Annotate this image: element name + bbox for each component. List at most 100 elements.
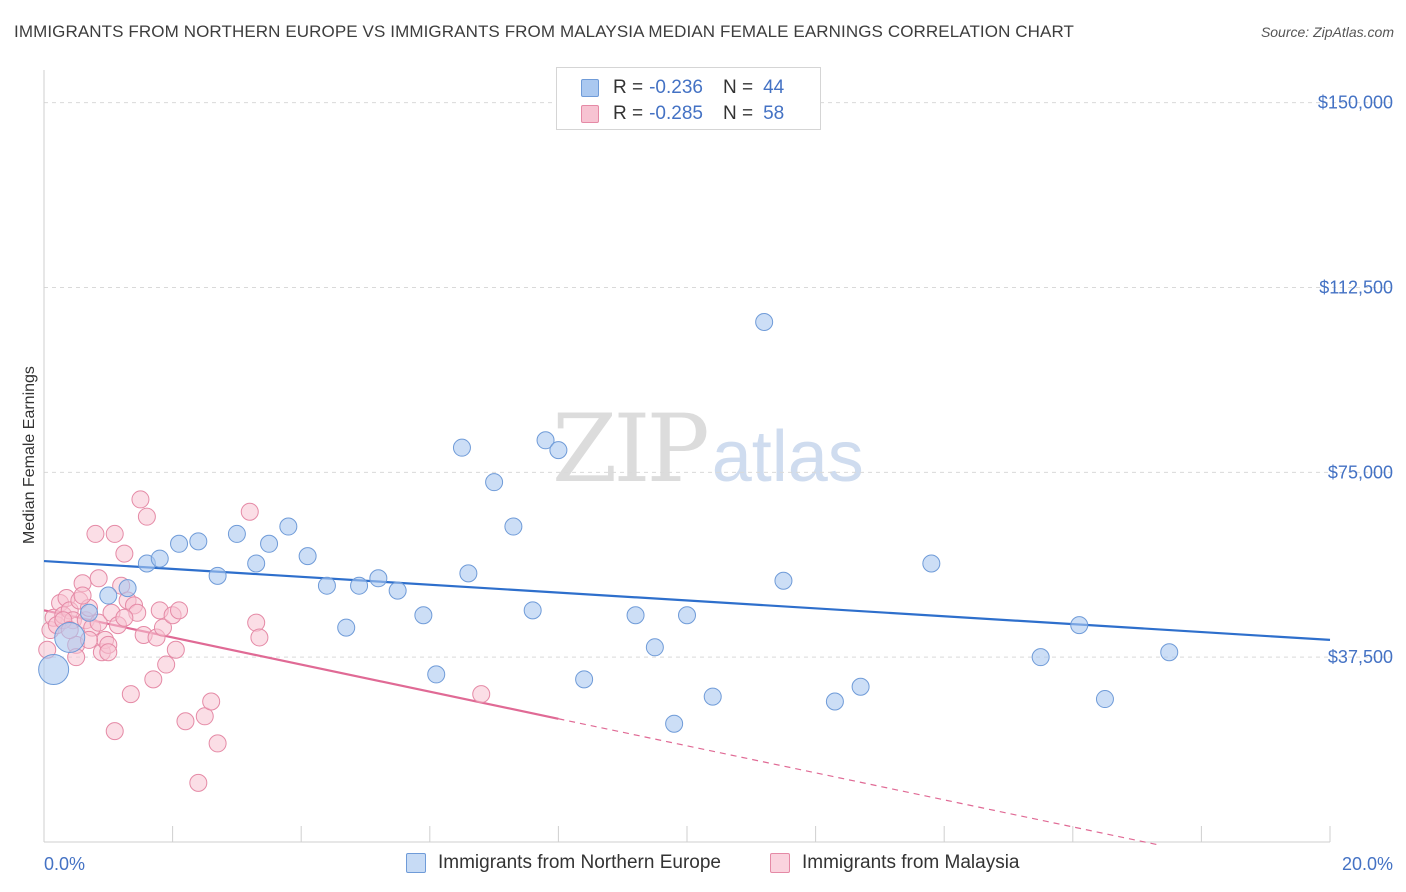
northern-europe-point bbox=[414, 606, 433, 625]
malaysia-point bbox=[176, 712, 195, 731]
northern-europe-point bbox=[427, 665, 446, 684]
legend-swatch-blue bbox=[581, 79, 599, 97]
northern-europe-point bbox=[317, 576, 336, 595]
legend-label-malaysia: Immigrants from Malaysia bbox=[802, 852, 1020, 873]
northern-europe-point bbox=[626, 606, 645, 625]
legend-label-northern-europe: Immigrants from Northern Europe bbox=[438, 852, 721, 873]
malaysia-trend-line bbox=[43, 609, 559, 720]
northern-europe-point bbox=[851, 677, 870, 696]
y-axis-title: Median Female Earnings bbox=[21, 366, 38, 544]
northern-europe-point bbox=[1095, 690, 1114, 709]
malaysia-point bbox=[166, 640, 185, 659]
malaysia-point bbox=[89, 569, 108, 588]
malaysia-point bbox=[121, 685, 140, 704]
watermark-zip: ZIP bbox=[552, 395, 710, 504]
northern-europe-point bbox=[755, 312, 774, 331]
northern-europe-point bbox=[1070, 616, 1089, 635]
malaysia-point bbox=[208, 734, 227, 753]
northern-europe-point bbox=[678, 606, 696, 625]
legend-r-label: R = bbox=[613, 103, 644, 124]
northern-europe-point bbox=[260, 534, 279, 553]
y-tick-label: $112,500 bbox=[1319, 277, 1393, 297]
northern-europe-point bbox=[189, 532, 208, 551]
northern-europe-point bbox=[337, 618, 356, 637]
axes bbox=[43, 70, 1331, 843]
chart-title: IMMIGRANTS FROM NORTHERN EUROPE VS IMMIG… bbox=[14, 22, 1075, 41]
series-legend: Immigrants from Northern Europe Immigran… bbox=[0, 852, 1406, 878]
legend-n-label: N = bbox=[722, 77, 754, 98]
y-tick-label: $75,000 bbox=[1328, 462, 1393, 482]
northern-europe-point bbox=[485, 473, 504, 492]
northern-europe-point bbox=[922, 554, 941, 573]
northern-europe-point bbox=[118, 579, 137, 598]
legend-n-value: 58 bbox=[763, 103, 785, 124]
malaysia-point bbox=[189, 773, 208, 792]
malaysia-point bbox=[250, 628, 269, 647]
northern-europe-point bbox=[703, 687, 722, 706]
malaysia-point bbox=[170, 601, 189, 620]
northern-europe-point bbox=[170, 534, 189, 553]
northern-europe-point bbox=[350, 576, 369, 595]
x-tick-label-min: 0.0% bbox=[44, 854, 85, 874]
malaysia-point bbox=[73, 586, 92, 605]
malaysia-point bbox=[131, 490, 150, 509]
northern-europe-point bbox=[54, 621, 86, 653]
malaysia-point bbox=[105, 524, 124, 543]
northern-europe-point bbox=[536, 431, 555, 450]
northern-europe-point bbox=[504, 517, 523, 536]
malaysia-point bbox=[105, 722, 124, 741]
malaysia-point bbox=[144, 670, 163, 689]
x-tick-label-max: 20.0% bbox=[1342, 854, 1393, 874]
malaysia-point bbox=[157, 655, 176, 674]
northern-europe-point bbox=[247, 554, 266, 573]
northern-europe-point bbox=[645, 638, 664, 657]
northern-europe-point bbox=[825, 692, 844, 711]
northern-europe-point bbox=[279, 517, 298, 536]
malaysia-point bbox=[115, 544, 134, 563]
northern-europe-point bbox=[298, 547, 317, 566]
legend-item-malaysia[interactable]: Immigrants from Malaysia bbox=[770, 852, 1020, 874]
malaysia-point bbox=[202, 692, 221, 711]
malaysia-point bbox=[472, 685, 491, 704]
northern-europe-point bbox=[575, 670, 594, 689]
malaysia-point bbox=[99, 643, 118, 662]
data-points bbox=[38, 312, 1179, 792]
northern-europe-point bbox=[208, 566, 227, 585]
northern-europe-point bbox=[665, 714, 684, 733]
northern-europe-point bbox=[80, 603, 99, 622]
malaysia-trend-extension bbox=[558, 718, 1157, 846]
legend-item-northern-europe[interactable]: Immigrants from Northern Europe bbox=[406, 852, 721, 874]
legend-r-label: R = bbox=[613, 77, 644, 98]
source-label: Source: ZipAtlas.com bbox=[1260, 24, 1394, 40]
northern-europe-point bbox=[452, 438, 471, 457]
legend-r-value: -0.285 bbox=[649, 103, 703, 124]
correlation-legend: R = -0.236 N = 44 R = -0.285 N = 58 bbox=[556, 67, 821, 130]
malaysia-point bbox=[86, 524, 105, 543]
legend-swatch-pink bbox=[581, 105, 599, 123]
northern-europe-point bbox=[523, 601, 542, 620]
malaysia-point bbox=[115, 608, 134, 627]
northern-europe-point bbox=[99, 586, 118, 605]
northern-europe-point bbox=[1031, 648, 1050, 667]
watermark: ZIPatlas bbox=[552, 402, 864, 497]
legend-swatch-blue bbox=[406, 853, 426, 873]
northern-europe-point bbox=[150, 549, 169, 568]
northern-europe-point bbox=[459, 564, 478, 583]
y-tick-label: $150,000 bbox=[1318, 93, 1393, 113]
malaysia-point bbox=[247, 613, 266, 632]
northern-europe-point bbox=[1160, 643, 1179, 662]
northern-europe-trend-line bbox=[43, 559, 1331, 642]
northern-europe-point bbox=[549, 441, 568, 460]
axis-labels: $37,500 $75,000 $112,500 $150,000 0.0% 20.0% bbox=[44, 93, 1393, 874]
legend-r-value: -0.236 bbox=[649, 77, 703, 98]
legend-row-malaysia: R = -0.285 N = 58 bbox=[581, 102, 784, 126]
malaysia-point bbox=[240, 502, 259, 521]
northern-europe-point bbox=[38, 653, 70, 685]
malaysia-point bbox=[137, 507, 156, 526]
legend-row-northern-europe: R = -0.236 N = 44 bbox=[581, 76, 784, 100]
watermark-atlas: atlas bbox=[711, 417, 864, 497]
northern-europe-point bbox=[388, 581, 407, 600]
legend-n-label: N = bbox=[722, 103, 754, 124]
y-tick-label: $37,500 bbox=[1328, 647, 1393, 667]
